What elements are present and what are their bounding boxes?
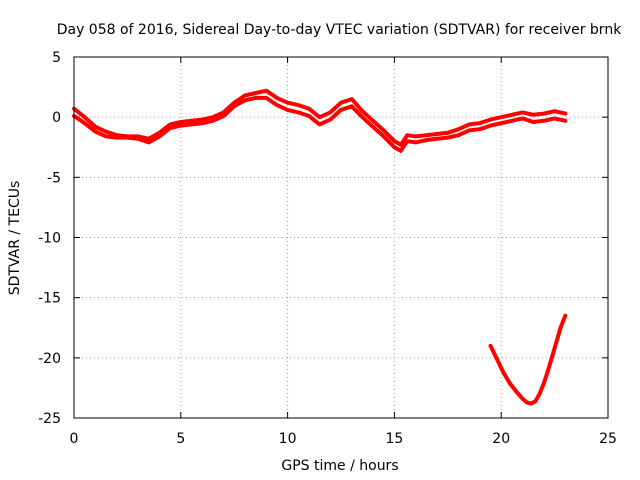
y-tick-label: -15 [38,291,61,307]
data-series [72,88,568,406]
x-tick-label: 20 [492,431,510,447]
y-tick-label: -20 [38,351,61,367]
x-tick-label: 15 [385,431,403,447]
y-tick-label: -25 [38,411,61,427]
data-series-line [72,88,568,147]
data-series-line [72,95,568,153]
x-tick-label: 10 [279,431,297,447]
y-tick-label: 0 [52,110,61,126]
x-axis-label: GPS time / hours [281,458,398,474]
y-tick-label: 5 [52,50,61,66]
x-tick-label: 5 [176,431,185,447]
x-tick-label: 0 [70,431,79,447]
x-tick-label: 25 [599,431,617,447]
data-series-line [488,313,568,406]
y-tick-labels: 5 0 -5 -10 -15 -20 -25 [38,50,61,427]
y-tick-label: -5 [47,170,61,186]
x-tick-labels: 0 5 10 15 20 25 [70,431,617,447]
y-axis-label: SDTVAR / TECUs [7,181,23,296]
chart-title: Day 058 of 2016, Sidereal Day-to-day VTE… [57,22,622,38]
y-tick-label: -10 [38,231,61,247]
plot-area-border [73,56,609,419]
